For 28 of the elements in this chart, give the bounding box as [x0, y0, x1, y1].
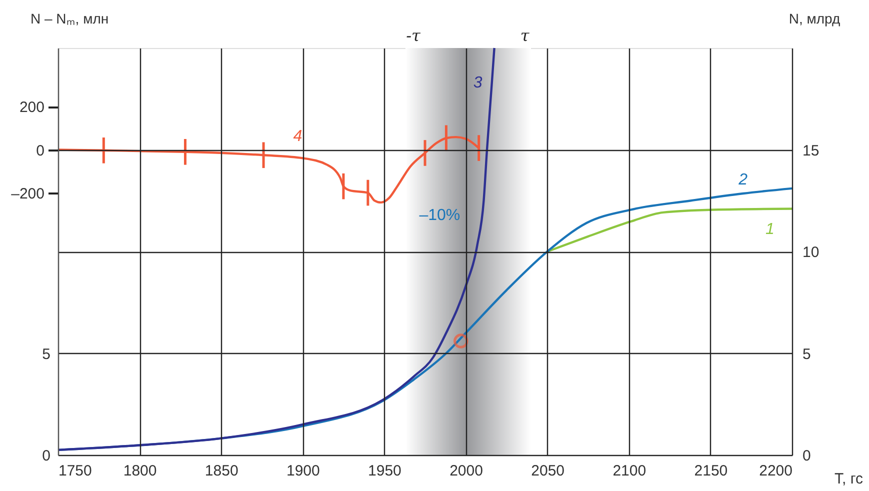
y2-tick-label: 15 — [802, 142, 820, 160]
y2-tick-label: 10 — [802, 244, 820, 261]
line-series — [56, 46, 496, 452]
series-label: 2 — [738, 172, 748, 189]
text: -τ — [406, 26, 422, 45]
x-tick-label: 1850 — [204, 462, 238, 480]
y3-tick-label: 200 — [19, 99, 44, 116]
line-series — [546, 208, 794, 253]
y2-tick-label: 0 — [802, 448, 811, 464]
text: τ — [520, 26, 530, 45]
y2-axis-title: N, млрд — [788, 10, 840, 26]
y2-tick-label: 5 — [802, 346, 811, 363]
x-tick-label: 2000 — [450, 462, 483, 480]
x-tick-label: 2200 — [759, 462, 792, 480]
y3-tick-label: –200 — [11, 185, 44, 202]
x-tick-label: 1750 — [58, 462, 92, 480]
x-tick-label: 1950 — [368, 462, 402, 480]
series-label: 1 — [766, 220, 774, 238]
y3-axis-title: N – Nₘ, млн — [30, 10, 109, 26]
x-tick-label: 1900 — [286, 462, 320, 480]
series-label: 3 — [473, 74, 482, 92]
x-axis-title: T, гс — [834, 470, 864, 488]
x-tick-label: 2050 — [531, 462, 565, 480]
x-tick-label: 1800 — [123, 462, 157, 480]
annotation: –10% — [419, 206, 460, 224]
x-tick-label: 2100 — [612, 462, 646, 480]
series-label: 4 — [293, 128, 302, 146]
x-tick-label: 2150 — [694, 462, 728, 480]
